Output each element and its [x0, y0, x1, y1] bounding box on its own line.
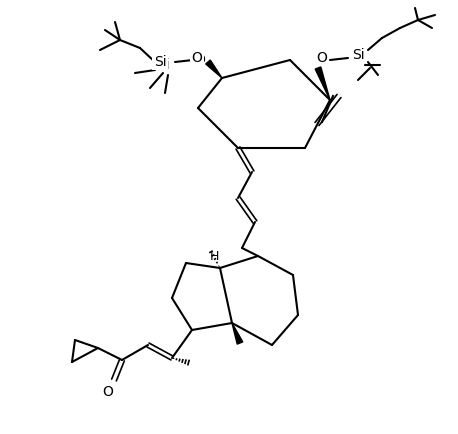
Text: O: O	[316, 53, 327, 67]
Text: O: O	[195, 53, 206, 67]
Polygon shape	[232, 323, 243, 344]
Text: Si: Si	[352, 48, 364, 62]
Text: O: O	[191, 51, 202, 65]
Text: O: O	[103, 385, 114, 399]
Polygon shape	[315, 67, 330, 100]
Polygon shape	[206, 60, 222, 78]
Text: Si: Si	[154, 55, 166, 69]
Text: H: H	[209, 250, 218, 263]
Text: O: O	[316, 51, 327, 65]
Text: Si: Si	[157, 58, 169, 72]
Text: Si: Si	[354, 49, 366, 63]
